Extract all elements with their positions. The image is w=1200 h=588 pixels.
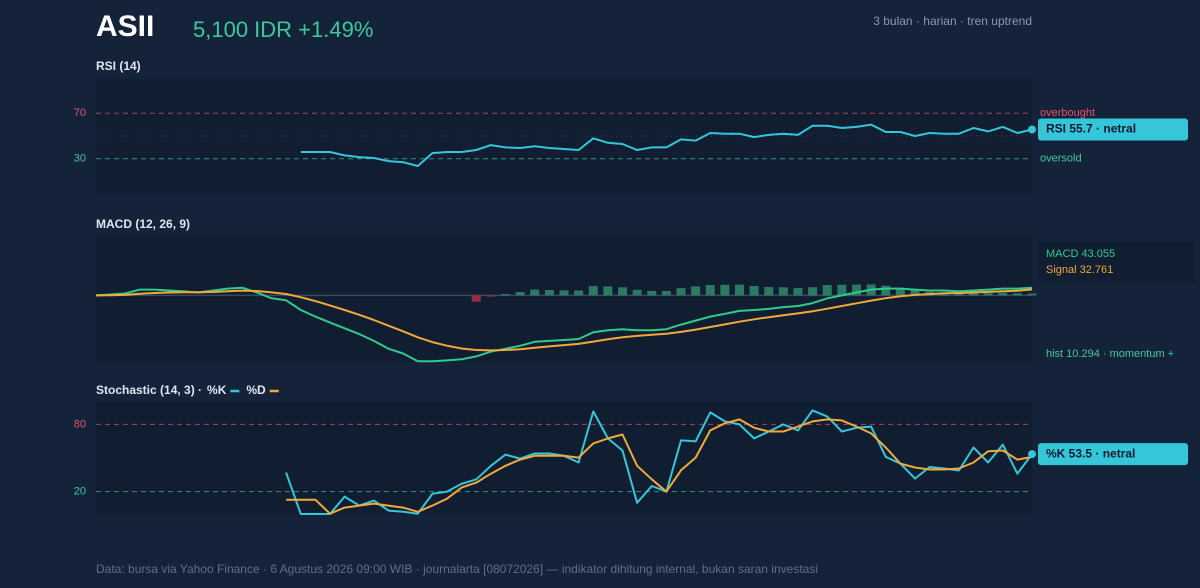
histogram-bar [691, 286, 701, 296]
series-line [285, 409, 1033, 515]
legend-label: Signal 32.761 [1046, 264, 1113, 276]
histogram-bar [705, 285, 715, 296]
panel-title: MACD (12, 26, 9) [96, 217, 190, 231]
panel-title: Stochastic (14, 3) · [96, 383, 202, 397]
legend-label: %D [246, 383, 266, 397]
histogram-bar [969, 293, 978, 296]
histogram-bar [588, 286, 598, 296]
histogram-bar [661, 290, 671, 296]
badge-text: RSI 55.7 · netral [1046, 122, 1136, 136]
histogram-bar [471, 295, 481, 302]
histogram-bar [559, 290, 569, 296]
histogram-bar [676, 288, 686, 296]
histogram-bar [764, 287, 774, 296]
histogram-bar [720, 284, 730, 296]
histogram-bar [1012, 293, 1022, 296]
histogram-bar [793, 288, 803, 296]
histogram-bar [1027, 293, 1037, 296]
histogram-bar [647, 290, 657, 296]
histogram-bar [515, 292, 525, 296]
histogram-bar [822, 284, 832, 296]
histogram-bar [778, 287, 788, 296]
reference-note: oversold [1040, 153, 1082, 165]
footer: Data: bursa via Yahoo Finance · 6 Agustu… [96, 562, 818, 576]
ticker: ASII [96, 10, 154, 43]
badge [1038, 118, 1188, 141]
histogram-bar [895, 287, 905, 296]
histogram-bar [983, 293, 993, 296]
price: 5,100 IDR +1.49% [193, 17, 373, 42]
histogram-bar [910, 290, 920, 296]
panel-title: RSI (14) [96, 59, 141, 73]
histogram-bar [574, 290, 584, 296]
histogram-bar [735, 284, 744, 296]
plot-background [96, 402, 1032, 514]
legend-label: MACD 43.055 [1046, 248, 1115, 260]
end-dot [1028, 125, 1036, 134]
histogram-bar [998, 292, 1008, 296]
plot-background [96, 236, 1032, 362]
y-tick-label: 30 [74, 153, 86, 165]
histogram-bar [837, 284, 847, 296]
legend-box [1038, 242, 1194, 282]
histogram-bar [544, 289, 554, 296]
histogram-bar [486, 295, 496, 297]
histogram-bar [603, 286, 613, 296]
y-tick-label: 80 [74, 418, 86, 430]
meta: 3 bulan · harian · tren uptrend [873, 14, 1032, 28]
badge [1038, 443, 1188, 466]
histogram-bar [530, 289, 540, 296]
histogram-bar [852, 284, 861, 296]
hist-label: hist 10.294 · momentum + [1046, 348, 1174, 360]
histogram-bar [501, 294, 510, 296]
histogram-bar [618, 287, 627, 296]
histogram-bar [632, 289, 642, 296]
series-line [286, 418, 1033, 515]
y-tick-label: 20 [74, 486, 86, 498]
reference-note: overbought [1040, 107, 1095, 119]
series-line [95, 288, 1033, 352]
legend-label: %K [207, 383, 227, 397]
badge-text: %K 53.5 · netral [1046, 446, 1135, 460]
histogram-bar [881, 285, 891, 296]
histogram-bar [954, 293, 964, 296]
series-line [300, 123, 1033, 167]
histogram-bar [808, 287, 818, 296]
histogram-bar [749, 286, 759, 296]
y-tick-label: 70 [74, 107, 86, 119]
end-dot [1028, 450, 1036, 459]
